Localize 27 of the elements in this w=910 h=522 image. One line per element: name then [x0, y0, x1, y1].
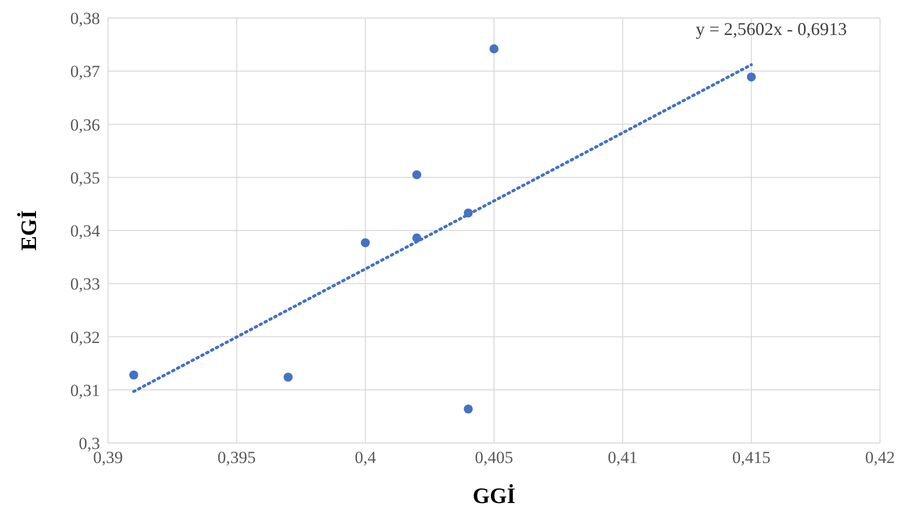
y-tick-label: 0,35	[70, 168, 100, 188]
y-tick-label: 0,33	[70, 274, 100, 294]
point	[464, 404, 473, 414]
x-tick-label: 0,39	[93, 448, 123, 468]
point	[489, 44, 499, 54]
point	[746, 72, 756, 82]
y-tick-label: 0,31	[70, 380, 100, 400]
x-tick-label: 0,42	[865, 448, 895, 468]
x-tick-label: 0,4	[354, 448, 376, 468]
y-tick-label: 0,36	[70, 115, 100, 134]
x-tick-label: 0,41	[608, 448, 638, 468]
point	[129, 370, 138, 380]
x-axis-title: GGİ	[472, 483, 516, 508]
x-tick-label: 0,405	[474, 448, 514, 468]
point	[464, 208, 473, 218]
y-tick-label: 0,37	[70, 62, 100, 82]
y-tick-label: 0,34	[70, 222, 100, 241]
y-axis-title: EGİ	[16, 210, 41, 251]
text: y = 2,5602x - 0,6913	[696, 18, 847, 39]
point	[412, 233, 422, 242]
x-tick-label: 0,415	[732, 448, 770, 468]
y-tick-label: 0,38	[70, 9, 100, 28]
point	[360, 238, 370, 248]
point	[412, 170, 422, 180]
point	[284, 372, 293, 382]
x-tick-label: 0,395	[218, 448, 256, 468]
y-tick-label: 0,32	[70, 328, 100, 347]
